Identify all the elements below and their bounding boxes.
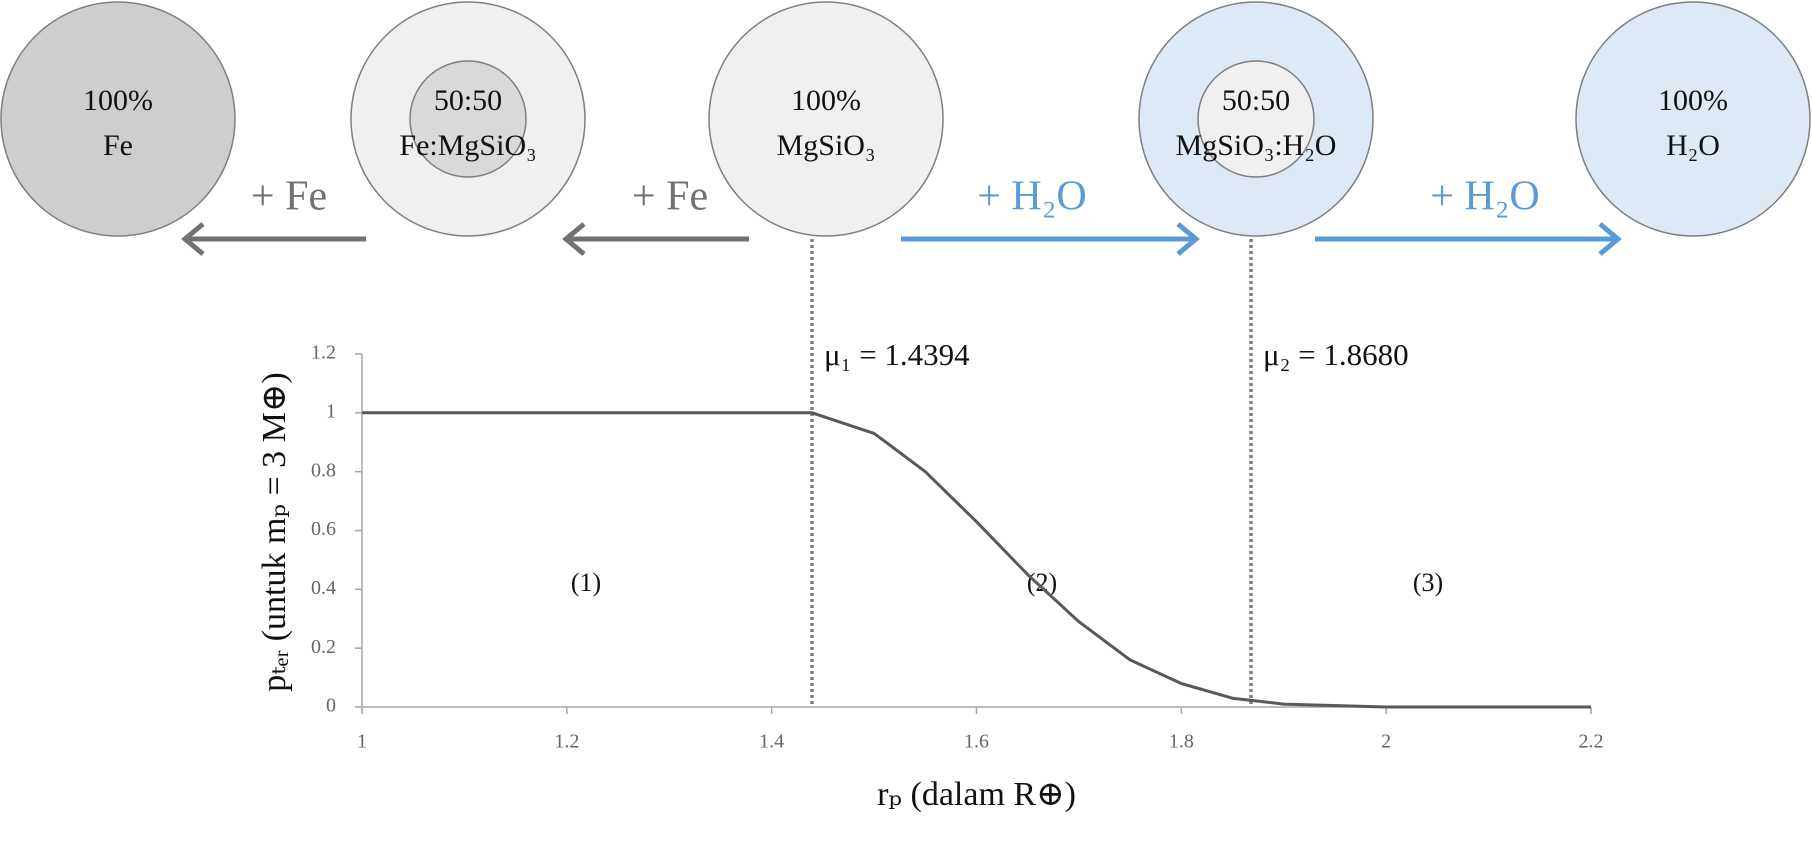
- region-label: (2): [1027, 568, 1057, 597]
- x-tick-label: 1: [357, 731, 367, 753]
- x-axis-label: rₚ (dalam R⊕): [877, 776, 1076, 813]
- y-axis-label: pₜₑᵣ (untuk mₚ = 3 M⊕): [256, 372, 293, 691]
- y-tick-label: 0.2: [311, 636, 336, 658]
- arrow-head: [1176, 222, 1200, 256]
- composition-label: Fe: [103, 129, 133, 162]
- mean-label: μ₂ = 1.8680: [1263, 337, 1409, 372]
- composition-label: MgSiO₃: [777, 129, 876, 162]
- composition-label: 100%: [83, 84, 153, 117]
- x-tick-label: 1.2: [554, 731, 579, 753]
- composition-label: 50:50: [434, 84, 502, 117]
- arrow-head: [1598, 222, 1622, 256]
- region-label: (3): [1413, 568, 1443, 597]
- composition-label: 100%: [791, 84, 861, 117]
- x-tick-label: 1.6: [964, 731, 989, 753]
- y-tick-label: 0.4: [311, 577, 336, 599]
- y-tick-label: 0.8: [311, 459, 336, 481]
- arrow-label: + Fe: [251, 174, 327, 220]
- probability-curve: [362, 411, 1591, 709]
- arrow-label: + Fe: [632, 174, 708, 220]
- composition-circle: [708, 1, 944, 237]
- composition-circle: [1575, 1, 1811, 237]
- arrow-label: + H₂O: [977, 174, 1087, 220]
- x-tick-label: 1.8: [1169, 731, 1194, 753]
- composition-label: 50:50: [1222, 84, 1290, 117]
- arrow-head: [181, 222, 205, 256]
- arrow-head: [562, 222, 586, 256]
- composition-core: [409, 60, 527, 178]
- composition-label: Fe:MgSiO₃: [399, 129, 536, 162]
- x-tick-label: 1.4: [759, 731, 784, 753]
- region-label: (1): [571, 568, 601, 597]
- y-tick-label: 0: [326, 695, 336, 717]
- composition-core: [1197, 60, 1315, 178]
- y-tick-label: 1.2: [311, 342, 336, 364]
- composition-circle: [0, 1, 236, 237]
- y-tick-label: 1: [326, 400, 336, 422]
- y-tick-label: 0.6: [311, 518, 336, 540]
- composition-label: H₂O: [1666, 129, 1720, 162]
- composition-label: 100%: [1658, 84, 1728, 117]
- composition-label: MgSiO₃:H₂O: [1176, 129, 1337, 162]
- mean-label: μ₁ = 1.4394: [824, 337, 970, 372]
- x-tick-label: 2.2: [1579, 731, 1604, 753]
- x-tick-label: 2: [1381, 731, 1391, 753]
- arrow-label: + H₂O: [1430, 174, 1540, 220]
